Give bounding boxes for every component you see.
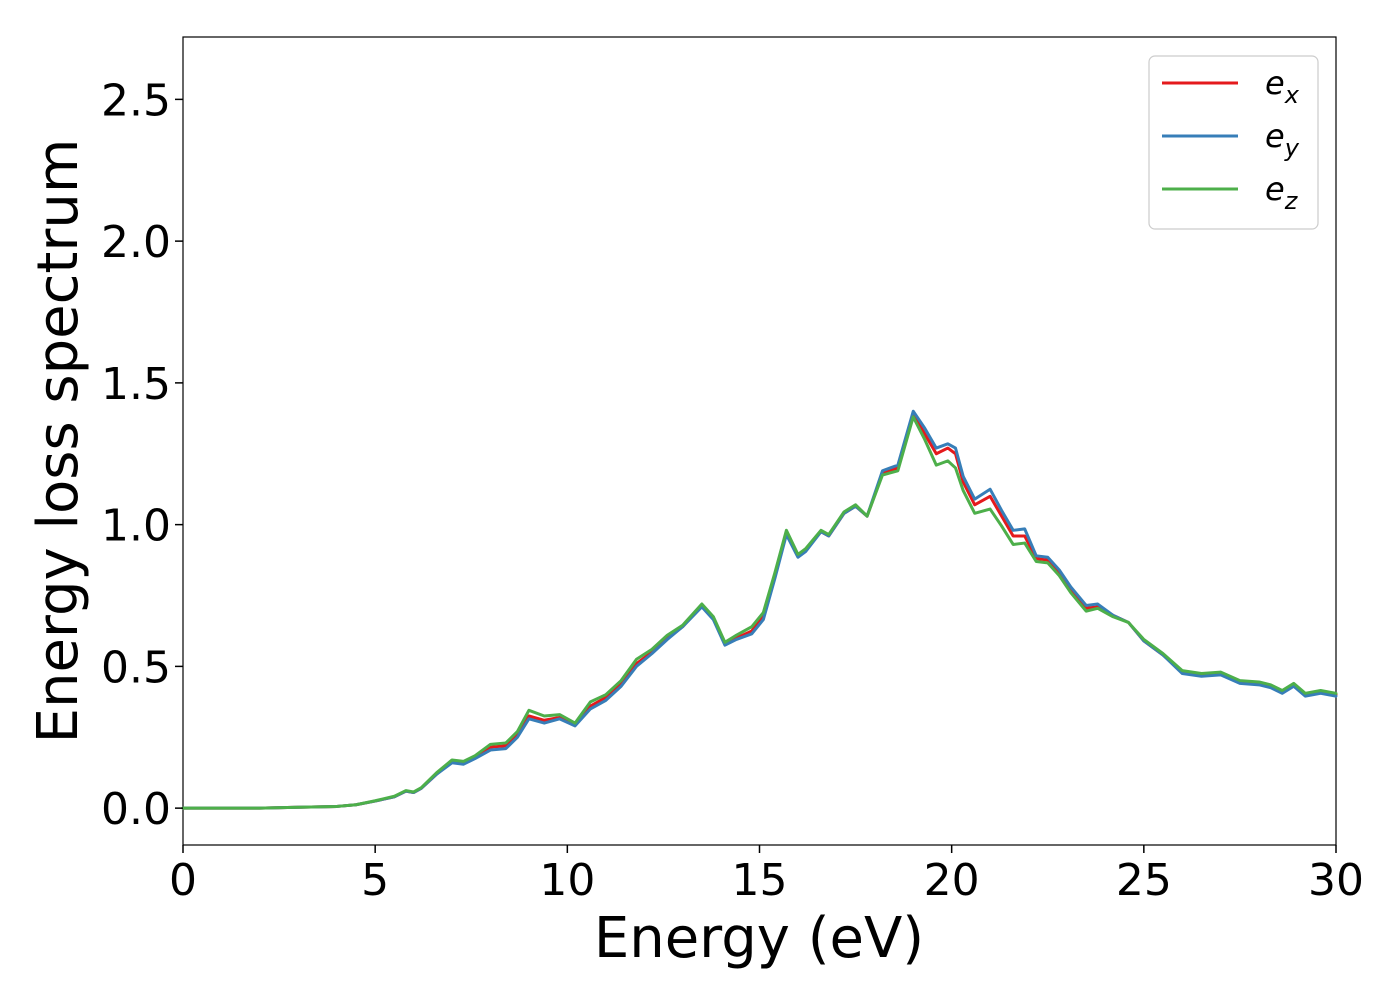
y-tick-label: 0.0 (101, 784, 171, 835)
x-axis-label: Energy (eV) (594, 906, 924, 971)
legend-subscript: y (1284, 134, 1300, 162)
y-tick-label: 1.5 (101, 359, 171, 410)
x-tick-label: 10 (539, 855, 595, 906)
y-tick-label: 1.0 (101, 501, 171, 552)
y-tick-label: 2.5 (101, 75, 171, 126)
x-tick-label: 5 (361, 855, 389, 906)
y-tick-label: 2.0 (101, 217, 171, 268)
x-axis-ticks: 0 5 10 15 20 25 30 (169, 845, 1364, 906)
legend-subscript: x (1284, 81, 1300, 109)
y-tick-label: 0.5 (101, 642, 171, 693)
y-axis-label: Energy loss spectrum (26, 139, 91, 744)
series-line-z (181, 415, 1338, 810)
plot-area (182, 36, 1337, 846)
x-tick-label: 20 (924, 855, 980, 906)
x-tick-label: 30 (1308, 855, 1364, 906)
x-tick-label: 25 (1116, 855, 1172, 906)
series-layer (181, 409, 1338, 810)
legend-subscript: z (1284, 187, 1299, 215)
y-axis-ticks: 0.0 0.5 1.0 1.5 2.0 2.5 (101, 75, 183, 835)
x-tick-label: 15 (732, 855, 788, 906)
legend-frame (1148, 55, 1319, 230)
x-tick-label: 0 (169, 855, 197, 906)
